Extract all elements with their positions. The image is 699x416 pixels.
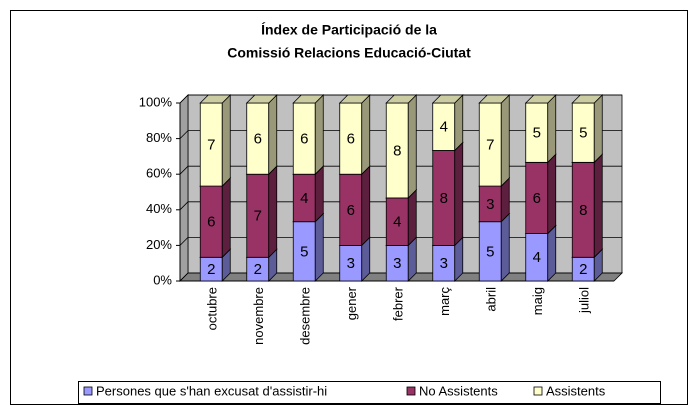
x-tick-label: juliol	[577, 287, 592, 314]
bar-side	[314, 165, 324, 223]
bar-top	[431, 94, 464, 104]
data-label: 7	[486, 137, 494, 154]
legend-label: Persones que s'han excusat d'assistir-hi	[96, 383, 327, 398]
bar-side	[361, 165, 371, 247]
bar-side	[407, 94, 417, 199]
x-tick-label: novembre	[251, 287, 266, 345]
legend-swatch	[406, 386, 416, 396]
bar-top	[385, 94, 418, 104]
data-label: 7	[207, 137, 215, 154]
data-label: 6	[254, 131, 262, 148]
bar-top	[338, 94, 371, 104]
data-label: 3	[393, 255, 401, 272]
data-label: 3	[347, 255, 355, 272]
y-tick-label: 20%	[146, 237, 172, 252]
data-label: 4	[533, 249, 541, 266]
bar-side	[547, 224, 557, 282]
x-tick-label: gener	[344, 286, 359, 320]
x-tick-label: abril	[484, 287, 499, 312]
legend-label: No Assistents	[419, 383, 498, 398]
grid-line	[179, 272, 622, 282]
bar-side	[593, 94, 603, 164]
bar-side	[268, 94, 278, 176]
data-label: 6	[347, 131, 355, 148]
bar-side	[593, 153, 603, 259]
bar-side	[314, 212, 324, 282]
bar-side	[547, 153, 557, 235]
data-label: 3	[486, 196, 494, 213]
data-label: 6	[300, 131, 308, 148]
x-tick-label: desembre	[298, 287, 313, 345]
bar-side	[314, 94, 324, 176]
grid-line	[179, 94, 622, 104]
x-tick-label: octubre	[205, 287, 220, 330]
bar-top	[524, 94, 557, 104]
legend-swatch	[533, 386, 543, 396]
chart-title: Comissió Relacions Educació-Ciutat	[227, 45, 471, 61]
data-label: 2	[579, 261, 587, 278]
data-label: 6	[207, 214, 215, 231]
bar-side	[500, 212, 510, 282]
bar-side	[454, 141, 464, 247]
bar-side	[454, 94, 464, 152]
data-label: 4	[440, 119, 448, 136]
data-label: 8	[440, 190, 448, 207]
y-tick-label: 0%	[153, 272, 172, 287]
data-label: 4	[300, 190, 308, 207]
bar-top	[292, 94, 325, 104]
data-label: 5	[579, 125, 587, 142]
bar-side	[221, 94, 231, 188]
bar-side	[268, 165, 278, 259]
bar-top	[478, 94, 511, 104]
data-label: 6	[533, 190, 541, 207]
legend-box	[78, 381, 661, 404]
legend-label: Assistents	[546, 383, 606, 398]
data-label: 5	[300, 243, 308, 260]
y-tick-label: 80%	[146, 130, 172, 145]
grid-line	[179, 165, 622, 175]
data-label: 8	[393, 142, 401, 159]
grid-line	[179, 130, 622, 139]
bar-top	[571, 94, 604, 104]
data-label: 2	[207, 261, 215, 278]
y-tick-label: 60%	[146, 166, 172, 181]
data-label: 6	[347, 202, 355, 219]
bar-side	[221, 177, 231, 259]
bar-side	[547, 94, 557, 164]
bar-top	[199, 94, 232, 104]
y-tick-label: 40%	[146, 201, 172, 216]
x-tick-label: febrer	[391, 286, 406, 321]
data-label: 5	[486, 243, 494, 260]
data-label: 8	[579, 202, 587, 219]
bar-side	[407, 188, 417, 247]
data-label: 3	[440, 255, 448, 272]
data-label: 7	[254, 208, 262, 225]
x-tick-label: març	[437, 287, 452, 316]
chart-title: Índex de Participació de la	[261, 22, 437, 38]
data-label: 5	[533, 125, 541, 142]
x-tick-label: maig	[530, 287, 545, 315]
legend-swatch	[83, 386, 93, 396]
side-wall	[179, 94, 189, 282]
y-tick-label: 100%	[139, 94, 173, 109]
data-label: 2	[254, 261, 262, 278]
data-label: 4	[393, 214, 401, 231]
bar-side	[361, 94, 371, 176]
bar-side	[500, 94, 510, 188]
grid-line	[179, 201, 622, 211]
bar-top	[245, 94, 278, 104]
grid-line	[179, 236, 622, 246]
